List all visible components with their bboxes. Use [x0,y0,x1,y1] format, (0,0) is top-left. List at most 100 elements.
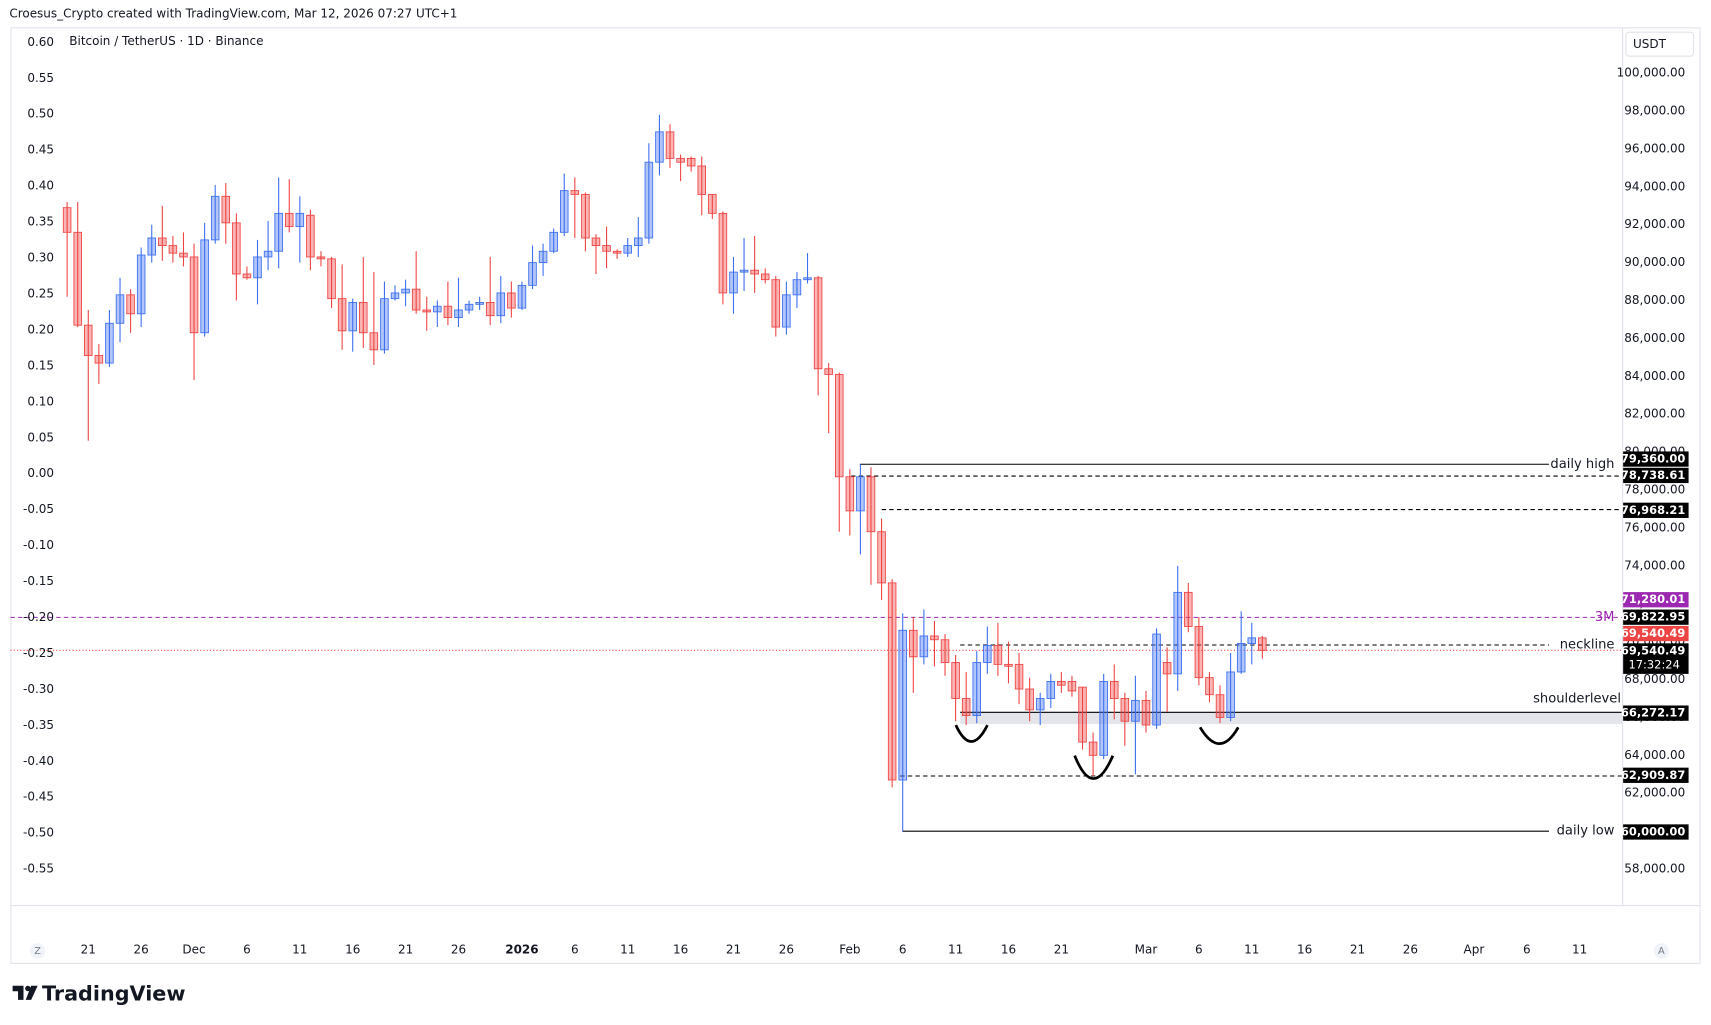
last-price-label: 69,540.49 [1621,643,1685,657]
last-price-label: 69,540.49 [1621,626,1685,640]
candle-body [1046,680,1056,699]
y-tick-label: 0.60 [27,35,54,49]
last-price-label-box [1623,643,1689,674]
candle-body [993,644,1003,665]
header: Croesus_Crypto created with TradingView.… [9,7,457,21]
candle-body [84,324,93,356]
candle-body [1236,643,1246,673]
candle-body [549,231,558,252]
y-tick-label: 0.15 [27,358,54,372]
price-label-box [1623,502,1689,518]
candle-body [327,258,336,300]
price-label-box [1623,609,1689,625]
candle-body [507,292,516,309]
candle-body [1141,699,1151,726]
candle-body [1078,686,1087,743]
candle-body [1215,694,1225,718]
countdown: 17:32:24 [1628,658,1679,672]
candle-body [390,292,400,300]
price-label: 69,822.95 [1621,610,1685,624]
price-label: 66,272.17 [1621,706,1685,720]
candle-body [1014,663,1024,690]
price-label-box [1623,767,1689,783]
y-tick-label: 0.30 [27,251,54,265]
candle-body [242,273,252,279]
candle-body [972,662,982,716]
scale-button[interactable]: Z [34,946,41,957]
currency[interactable]: USDT [1633,37,1667,51]
candle-body [1120,698,1130,722]
y-tick-label: 0.10 [27,394,54,408]
scale-button-bg[interactable] [30,943,46,959]
candle-body [475,301,484,305]
candle-body [718,212,728,294]
candle-body [263,250,273,258]
candle-body [94,355,104,364]
candle-body [411,288,421,311]
y2-tick-label: 78,000.00 [1624,483,1685,497]
price-label-box [1623,467,1689,484]
candle-body [485,301,495,317]
x-tick-label: Mar [1135,942,1158,956]
x-tick-label: 16 [673,942,688,956]
candle-body [866,476,876,533]
x-tick-label: 21 [398,942,413,956]
y-tick-label: 0.55 [27,71,54,85]
candle-body [274,212,283,252]
candle-body [136,254,146,315]
candle-body [877,531,886,584]
y-tick-label: 0.50 [27,107,54,121]
x-tick-label: 11 [1244,942,1259,956]
x-tick-label: 21 [1350,942,1365,956]
price-label: 78,738.61 [1621,468,1685,482]
y-tick-label: -0.55 [23,862,54,876]
candle-body [1025,688,1034,711]
price-label: 76,968.21 [1621,503,1685,517]
candle-body [306,214,315,258]
x-tick-label: 26 [451,942,466,956]
candle-body [623,245,632,254]
price-label-box [1623,705,1689,721]
candle-body [348,301,357,332]
y-tick-label: 0.25 [27,286,54,300]
candle-body [686,157,696,167]
candle-body [739,269,749,273]
candle-body [443,305,453,319]
candle-body [676,157,685,163]
candle-body [1099,680,1108,756]
candle-body [760,273,770,281]
candle-body [454,309,463,319]
candle-body [909,629,918,658]
candle-body [221,195,231,224]
currency-box[interactable] [1625,31,1695,57]
candle-body [856,476,865,512]
candle-body [1110,680,1119,699]
x-tick-label: Feb [839,942,860,956]
x-tick-label: 6 [1523,942,1531,956]
candle-body [1035,698,1045,711]
candle-body [708,193,717,214]
scale-button-bg[interactable] [1653,943,1669,959]
level-label: daily high [1550,457,1614,472]
candle-body [496,292,506,317]
brand: TradingView [42,981,185,1005]
candle-body [253,256,262,279]
candle-body [464,303,474,311]
x-tick-label: 6 [1195,942,1203,956]
candle-body [803,277,812,281]
candle-body [1173,591,1182,675]
scale-button[interactable]: A [1658,946,1665,957]
right-shoulder-arc [1198,726,1240,746]
candle-body [581,193,590,239]
y2-tick-label: 90,000.00 [1624,255,1685,269]
candle-body [951,662,960,699]
y2-tick-label: 92,000.00 [1624,217,1685,231]
candle-body [697,165,707,195]
y2-tick-label: 94,000.00 [1624,179,1685,193]
price-label: 62,909.87 [1621,768,1685,782]
candle-body [158,237,167,247]
candle-body [200,239,209,334]
candle-body [1004,663,1013,667]
candle-body [792,279,802,296]
